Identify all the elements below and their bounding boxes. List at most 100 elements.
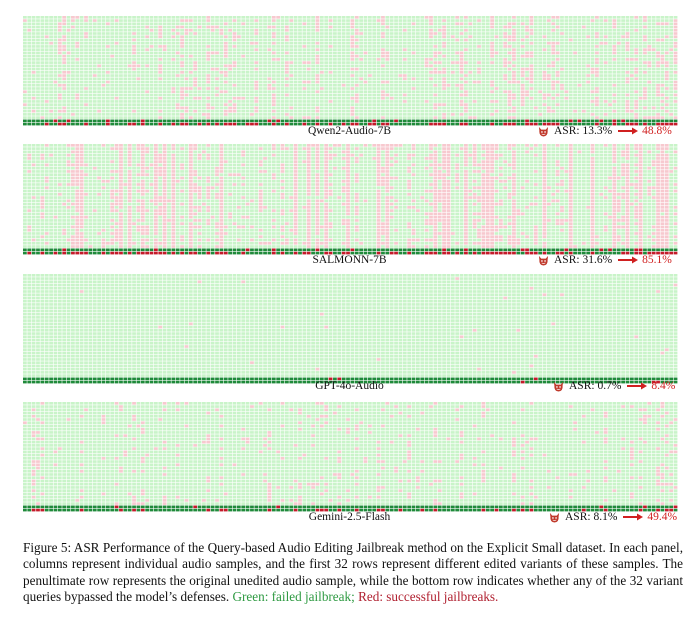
heat-cell xyxy=(123,16,128,19)
heat-cell xyxy=(498,113,503,116)
heat-cell xyxy=(119,61,123,64)
heat-cell xyxy=(337,64,342,68)
heat-cell xyxy=(341,96,346,100)
heat-cell xyxy=(433,51,438,55)
heat-cell xyxy=(363,45,368,48)
heat-cell xyxy=(202,67,206,71)
heat-cell xyxy=(664,67,669,71)
heat-cell xyxy=(206,96,211,100)
heat-cell xyxy=(175,28,180,32)
heat-cell xyxy=(119,28,123,32)
heat-cell xyxy=(280,35,285,39)
heat-cell xyxy=(23,25,27,29)
heat-cell xyxy=(350,41,355,45)
heat-cell xyxy=(276,28,281,32)
heat-cell xyxy=(110,103,115,106)
heat-cell xyxy=(581,58,586,61)
heat-cell xyxy=(267,45,272,48)
heat-cell xyxy=(450,48,455,51)
heat-cell xyxy=(459,64,464,68)
heat-cell xyxy=(228,106,232,110)
heat-cell xyxy=(477,25,481,29)
heat-cell xyxy=(608,51,612,55)
heat-cell xyxy=(193,100,198,103)
heat-cell xyxy=(424,51,429,55)
heat-cell xyxy=(241,67,246,71)
heat-cell xyxy=(324,54,329,58)
heat-cell xyxy=(23,67,27,71)
heat-cell xyxy=(472,113,477,116)
heat-cell xyxy=(581,96,586,100)
heat-cell xyxy=(673,38,678,42)
heat-cell xyxy=(337,45,342,48)
heat-summary-cell xyxy=(664,119,669,123)
heat-cell xyxy=(40,35,45,39)
heat-cell xyxy=(180,106,184,110)
heat-cell xyxy=(568,113,573,116)
heat-cell xyxy=(354,106,359,110)
heat-cell xyxy=(420,19,425,22)
heat-cell xyxy=(363,41,368,45)
heat-cell xyxy=(442,80,446,84)
heat-cell xyxy=(315,64,320,68)
heat-cell xyxy=(57,77,62,81)
heat-cell xyxy=(437,77,442,81)
heat-cell xyxy=(346,54,350,58)
heat-cell xyxy=(31,67,36,71)
heat-cell xyxy=(638,25,643,29)
heat-cell xyxy=(114,96,119,100)
heat-cell xyxy=(53,116,58,119)
heat-summary-cell xyxy=(114,119,119,123)
heat-cell xyxy=(402,71,407,74)
heat-cell xyxy=(629,77,634,81)
heat-cell xyxy=(236,100,241,103)
heat-cell xyxy=(381,109,385,113)
heat-cell xyxy=(241,35,246,39)
heat-cell xyxy=(621,25,625,29)
heat-cell xyxy=(215,54,219,58)
heat-cell xyxy=(219,96,224,100)
heat-cell xyxy=(31,16,36,19)
heat-cell xyxy=(525,45,529,48)
heat-cell xyxy=(350,90,355,94)
heat-cell xyxy=(612,113,617,116)
heat-cell xyxy=(433,74,438,77)
heat-cell xyxy=(538,28,543,32)
heat-cell xyxy=(140,83,145,87)
heat-cell xyxy=(254,113,259,116)
heat-cell xyxy=(629,64,634,68)
heat-cell xyxy=(437,64,442,68)
heat-cell xyxy=(337,90,342,94)
heat-cell xyxy=(503,80,508,84)
heat-cell xyxy=(57,87,62,90)
heat-cell xyxy=(389,51,394,55)
heat-cell xyxy=(586,116,591,119)
heat-cell xyxy=(673,67,678,71)
heat-cell xyxy=(180,77,184,81)
heat-cell xyxy=(311,54,315,58)
heat-cell xyxy=(564,103,569,106)
heat-cell xyxy=(149,32,154,35)
heat-cell xyxy=(62,67,67,71)
heat-cell xyxy=(398,90,403,94)
heat-cell xyxy=(651,51,656,55)
heat-cell xyxy=(293,58,298,61)
heat-cell xyxy=(416,16,420,19)
heat-cell xyxy=(158,58,163,61)
heat-cell xyxy=(581,64,586,68)
heat-cell xyxy=(175,74,180,77)
heat-cell xyxy=(311,116,315,119)
heat-cell xyxy=(577,16,582,19)
heat-cell xyxy=(136,103,141,106)
heat-cell xyxy=(512,100,516,103)
heat-cell xyxy=(210,19,215,22)
heat-cell xyxy=(429,87,433,90)
heat-summary-cell xyxy=(367,119,372,123)
heat-cell xyxy=(53,61,58,64)
heat-cell xyxy=(254,48,259,51)
heat-cell xyxy=(328,106,333,110)
heat-cell xyxy=(376,93,381,97)
heat-cell xyxy=(407,58,412,61)
heat-cell xyxy=(507,25,512,29)
heat-cell xyxy=(564,74,569,77)
